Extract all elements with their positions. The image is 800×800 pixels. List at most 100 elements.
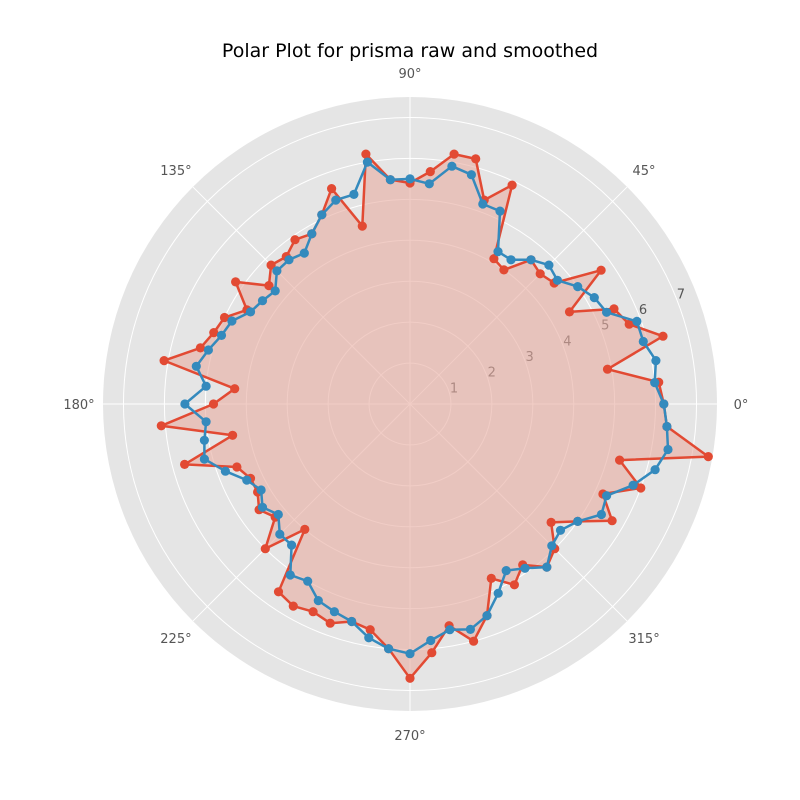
smoothed-data-point	[405, 649, 415, 659]
smoothed-data-point	[384, 644, 394, 654]
radial-tick-label: 7	[677, 287, 685, 302]
raw-data-point	[230, 384, 240, 394]
raw-data-point	[232, 462, 242, 472]
raw-data-point	[327, 184, 337, 194]
raw-data-point	[209, 328, 219, 338]
smoothed-data-point	[465, 624, 475, 635]
raw-data-point	[357, 221, 367, 231]
smoothed-data-point	[227, 316, 237, 326]
smoothed-data-point	[199, 454, 209, 464]
raw-data-point	[361, 149, 371, 159]
smoothed-data-point	[317, 210, 327, 220]
raw-data-point	[195, 343, 205, 353]
smoothed-data-point	[216, 330, 227, 340]
angle-tick-label: 0°	[734, 398, 749, 413]
smoothed-data-point	[493, 588, 503, 598]
smoothed-data-point	[650, 465, 660, 475]
smoothed-data-point	[201, 381, 211, 391]
raw-data-point	[159, 356, 169, 366]
smoothed-data-point	[632, 316, 642, 326]
smoothed-data-point	[180, 399, 190, 409]
raw-data-point	[499, 265, 509, 275]
smoothed-data-point	[602, 491, 612, 501]
smoothed-data-point	[285, 570, 295, 580]
smoothed-data-point	[447, 161, 457, 171]
smoothed-data-point	[659, 399, 669, 409]
chart-title: Polar Plot for prisma raw and smoothed	[222, 40, 598, 62]
raw-data-point	[449, 149, 459, 159]
raw-data-point	[180, 459, 190, 469]
smoothed-data-point	[506, 255, 516, 265]
smoothed-data-point	[555, 525, 566, 535]
smoothed-data-point	[424, 179, 434, 189]
smoothed-data-point	[638, 336, 648, 347]
raw-data-point	[703, 452, 713, 462]
angle-tick-label: 180°	[63, 398, 94, 413]
smoothed-data-point	[544, 260, 554, 270]
raw-data-point	[288, 601, 298, 611]
smoothed-data-point	[482, 611, 492, 621]
smoothed-data-point	[203, 345, 213, 355]
smoothed-data-point	[201, 417, 211, 427]
smoothed-data-point	[307, 229, 317, 239]
smoothed-data-point	[299, 248, 309, 258]
raw-data-point	[208, 399, 219, 409]
smoothed-data-point	[596, 509, 607, 520]
smoothed-data-point	[313, 596, 323, 606]
smoothed-data-point	[272, 266, 282, 276]
smoothed-data-point	[385, 175, 395, 185]
smoothed-data-point	[650, 378, 660, 388]
smoothed-data-point	[589, 293, 599, 303]
raw-data-point	[156, 421, 166, 431]
smoothed-data-point	[663, 444, 673, 455]
angle-tick-label: 270°	[394, 729, 425, 744]
raw-data-point	[486, 573, 496, 584]
raw-data-point	[535, 269, 545, 279]
raw-data-point	[509, 580, 519, 590]
raw-data-point	[425, 167, 435, 177]
raw-data-point	[290, 235, 300, 245]
smoothed-data-point	[493, 247, 503, 257]
raw-data-point	[427, 648, 437, 658]
smoothed-data-point	[651, 356, 661, 366]
smoothed-data-point	[466, 170, 476, 180]
smoothed-data-point	[478, 199, 488, 209]
raw-data-point	[471, 154, 481, 164]
smoothed-data-point	[426, 635, 436, 646]
series-layer	[156, 149, 713, 683]
raw-data-point	[266, 260, 276, 270]
smoothed-data-point	[495, 206, 505, 216]
raw-data-point	[469, 636, 479, 646]
radial-tick-label: 6	[639, 303, 647, 318]
smoothed-data-point	[257, 296, 268, 306]
raw-data-point	[405, 673, 415, 683]
angle-tick-label: 315°	[628, 632, 659, 647]
angle-tick-label: 225°	[160, 632, 191, 647]
raw-data-point	[273, 587, 284, 597]
smoothed-data-point	[573, 282, 583, 292]
smoothed-data-point	[270, 286, 280, 296]
smoothed-data-point	[405, 174, 415, 184]
raw-data-point	[507, 180, 517, 190]
smoothed-data-point	[245, 307, 256, 317]
raw-data-point	[658, 331, 668, 341]
smoothed-data-point	[662, 421, 672, 432]
smoothed-data-point	[256, 485, 266, 495]
smoothed-data-point	[349, 189, 359, 199]
smoothed-data-point	[347, 616, 357, 627]
smoothed-data-point	[445, 625, 455, 635]
smoothed-data-point	[602, 307, 612, 317]
raw-data-point	[596, 265, 606, 275]
smoothed-data-point	[362, 157, 372, 167]
raw-data-point	[300, 524, 310, 535]
raw-data-point	[615, 455, 625, 465]
raw-data-point	[609, 304, 619, 314]
smoothed-data-point	[552, 275, 563, 285]
smoothed-data-point	[303, 576, 313, 586]
raw-data-point	[325, 618, 335, 628]
raw-data-point	[602, 364, 613, 374]
raw-data-point	[231, 277, 241, 287]
smoothed-data-point	[542, 562, 552, 572]
raw-data-point	[636, 483, 646, 493]
